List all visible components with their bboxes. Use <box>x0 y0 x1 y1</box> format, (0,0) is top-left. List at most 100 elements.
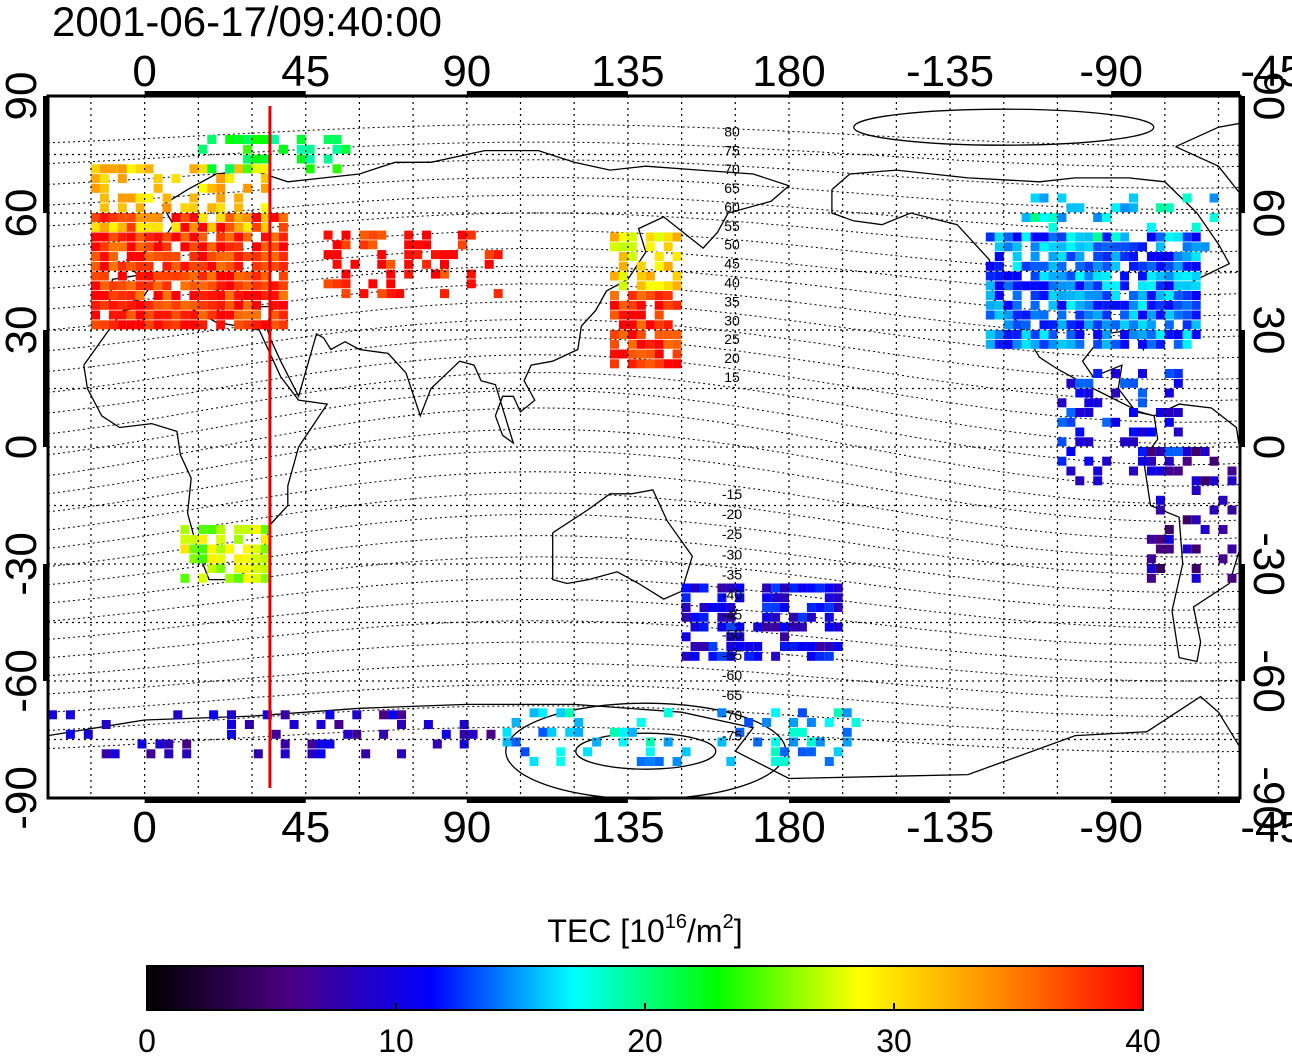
tec-cell <box>1182 320 1192 330</box>
tec-cell <box>1111 369 1121 378</box>
tec-cell <box>1182 281 1192 291</box>
tec-cell <box>556 747 566 757</box>
magnetic-contour <box>47 492 1241 558</box>
tec-cell <box>1164 388 1174 398</box>
tec-cell <box>207 554 217 564</box>
tec-cell <box>789 718 798 727</box>
tec-cell <box>1102 320 1112 330</box>
tec-cell <box>645 320 655 330</box>
magnetic-latitude-label: 65 <box>724 180 740 196</box>
tec-cell <box>985 310 995 320</box>
tec-cell <box>162 310 172 320</box>
tec-cell <box>207 300 217 310</box>
tec-cell <box>1111 291 1121 300</box>
tec-cell <box>243 300 253 310</box>
tec-cell <box>1039 320 1049 330</box>
tec-cell <box>1048 281 1058 291</box>
tec-cell <box>1146 466 1156 476</box>
tec-cell <box>610 359 619 369</box>
tec-cell <box>126 252 136 261</box>
tec-cell <box>207 281 217 291</box>
tec-cell <box>252 291 261 300</box>
tec-cell <box>234 232 244 242</box>
tec-cell <box>985 330 995 339</box>
tec-cell <box>735 622 745 632</box>
tec-cell <box>117 300 127 310</box>
tec-cell <box>252 525 261 534</box>
colorbar-gradient <box>146 965 1144 1011</box>
tec-cell <box>627 320 637 330</box>
tec-cell <box>815 642 825 651</box>
tec-cell <box>180 300 190 310</box>
tec-cell <box>216 544 226 554</box>
tec-cell <box>162 271 172 281</box>
tec-cell <box>636 330 646 339</box>
tec-cell <box>280 739 290 749</box>
tec-cell <box>278 261 288 271</box>
colorbar-ticks: 0 10 20 30 40 <box>138 1003 1161 1057</box>
lon-tick-label-bottom: -45 <box>1240 803 1292 852</box>
tec-cell <box>771 747 781 757</box>
tec-cell <box>994 310 1004 320</box>
tec-cell <box>797 612 807 622</box>
tec-cell <box>144 222 154 232</box>
tec-cell <box>207 525 217 534</box>
tec-cell <box>654 291 664 300</box>
tec-cell <box>1012 261 1022 271</box>
lat-tick-label-right: -60 <box>1244 649 1292 713</box>
tec-cell <box>126 300 136 310</box>
tec-cell <box>198 261 208 271</box>
frame-bar-bottom <box>144 797 306 803</box>
lon-tick-label-top: -90 <box>1079 47 1143 96</box>
tec-cell <box>1012 330 1022 339</box>
tec-cell <box>135 193 145 203</box>
tec-cell <box>1182 447 1192 456</box>
tec-cell <box>146 749 156 759</box>
tec-cell <box>91 183 100 193</box>
tec-cell <box>269 242 279 252</box>
tec-cell <box>717 612 727 622</box>
tec-cell <box>252 300 261 310</box>
tec-cell <box>1191 320 1201 330</box>
tec-cell <box>448 250 458 260</box>
tec-cell <box>1075 476 1085 486</box>
magnetic-latitude-label: -75 <box>722 727 742 743</box>
tec-cell <box>1048 232 1058 242</box>
frame-bar-left <box>43 564 49 681</box>
tec-cell <box>269 261 279 271</box>
tec-cell <box>1164 281 1174 291</box>
tec-cell <box>198 183 208 193</box>
tec-cell <box>198 554 208 564</box>
tec-cell <box>1075 203 1085 213</box>
tec-cell <box>627 300 637 310</box>
frame-bar-right <box>1239 330 1245 447</box>
tec-cell <box>985 261 995 271</box>
tec-cell <box>1102 456 1112 466</box>
tec-cell <box>153 252 163 261</box>
tec-cell <box>771 603 781 612</box>
tec-cell <box>225 310 235 320</box>
tec-cell <box>316 720 326 729</box>
tec-cell <box>252 213 261 222</box>
tec-cell <box>815 603 825 612</box>
lon-tick-label-bottom: 45 <box>281 803 330 852</box>
tec-cell <box>520 747 530 757</box>
tec-cell <box>1120 271 1130 281</box>
tec-cell <box>1164 203 1174 213</box>
tec-cell <box>1057 261 1067 271</box>
tec-cell <box>1021 232 1031 242</box>
tec-cell <box>404 240 414 250</box>
tec-cell <box>1075 252 1085 261</box>
tec-cell <box>227 720 236 729</box>
tec-cell <box>1164 320 1174 330</box>
tec-cell <box>234 271 244 281</box>
tec-cell <box>663 708 673 718</box>
tec-cell <box>1093 466 1103 476</box>
tec-cell <box>278 232 288 242</box>
tec-cell <box>1030 242 1040 252</box>
lat-tick-label-left: 30 <box>0 306 46 355</box>
tec-cell <box>762 603 772 612</box>
tec-cell <box>189 534 199 544</box>
tec-cell <box>216 174 226 183</box>
tec-cell <box>261 534 270 544</box>
